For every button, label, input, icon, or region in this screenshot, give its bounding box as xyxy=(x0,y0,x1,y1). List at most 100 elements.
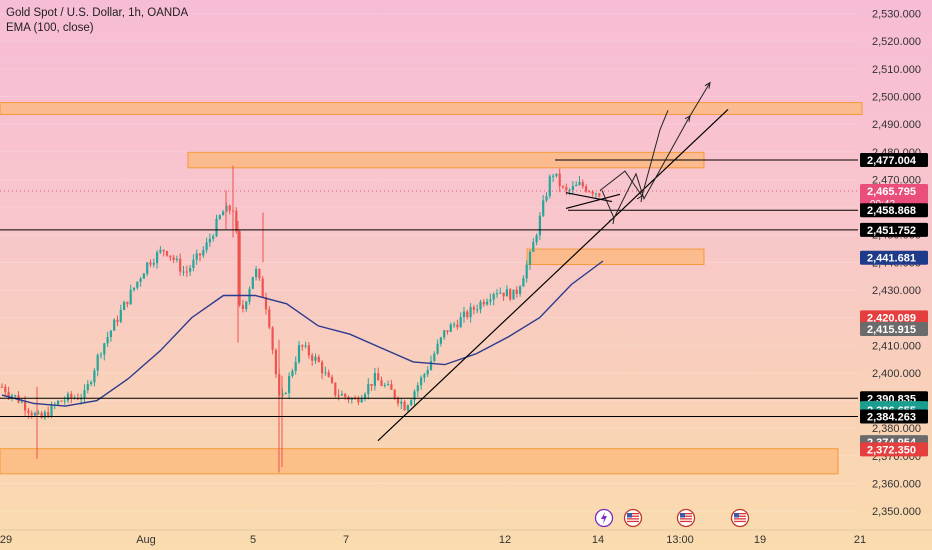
candle xyxy=(436,339,439,355)
price-label-tag xyxy=(860,310,928,325)
candle-body xyxy=(162,249,165,252)
candle xyxy=(235,207,238,234)
lightning-glyph xyxy=(601,512,607,524)
candle-body xyxy=(66,393,70,401)
indicator-label[interactable]: EMA (100, close) xyxy=(6,22,94,34)
candle xyxy=(116,315,119,326)
candle-body xyxy=(132,287,136,290)
symbol-title[interactable]: Gold Spot / U.S. Dollar, 1h, OANDA xyxy=(6,7,189,19)
price-tick-label: 2,510.000 xyxy=(872,64,921,76)
price-tick-label: 2,530.000 xyxy=(872,9,921,21)
candle-body xyxy=(528,251,532,265)
time-tick-label: Aug xyxy=(136,534,156,546)
candle-body xyxy=(149,262,152,265)
candle xyxy=(505,285,508,297)
candle xyxy=(410,398,413,406)
candle-body xyxy=(86,384,89,390)
flag-canton xyxy=(734,513,739,518)
candle-body xyxy=(598,193,601,197)
candle xyxy=(575,181,578,187)
candle-body xyxy=(324,372,327,374)
candle-body xyxy=(337,395,340,397)
candle-body xyxy=(486,301,489,305)
price-label-tag xyxy=(860,250,928,265)
candle xyxy=(472,304,475,315)
candle xyxy=(565,183,568,196)
candle xyxy=(413,389,416,406)
candle-body xyxy=(360,398,363,403)
flag-stripe xyxy=(627,520,639,523)
flag-stripe xyxy=(627,513,639,515)
candle xyxy=(185,265,188,278)
candle-body xyxy=(581,182,584,187)
candle-body xyxy=(558,173,561,187)
candle xyxy=(532,237,535,252)
candle xyxy=(136,281,139,290)
candle xyxy=(297,340,301,364)
candle-body xyxy=(561,186,565,188)
candle xyxy=(360,394,363,403)
candle xyxy=(271,326,274,355)
us-flag-event-icon xyxy=(676,508,696,528)
flag-stripe xyxy=(627,518,639,520)
candle xyxy=(449,322,452,333)
candle-body xyxy=(261,278,264,298)
candle xyxy=(423,372,426,383)
flag-stripe xyxy=(734,513,746,515)
flag-stripe xyxy=(734,520,746,523)
candle xyxy=(482,299,485,307)
candle-body xyxy=(215,218,218,237)
price-tick-label: 2,500.000 xyxy=(872,91,921,103)
candle xyxy=(367,378,370,400)
candle xyxy=(113,318,116,331)
price-tick-label: 2,410.000 xyxy=(872,340,921,352)
candle-body xyxy=(106,337,109,344)
candle xyxy=(327,369,330,378)
candle-body xyxy=(192,259,195,268)
candle-body xyxy=(380,380,383,386)
candle xyxy=(486,298,489,306)
candle-body xyxy=(4,386,7,393)
candle xyxy=(255,266,258,281)
candle-body xyxy=(139,278,142,282)
projection-arrowhead xyxy=(704,81,711,89)
candle xyxy=(502,292,505,301)
candle-body xyxy=(274,349,277,375)
candle xyxy=(406,404,409,413)
candle xyxy=(109,329,112,342)
candle xyxy=(261,276,264,298)
candle xyxy=(70,391,73,404)
candle xyxy=(476,304,479,314)
time-axis: 29 Aug 5 7 12 14 13:00 19 21 xyxy=(0,529,932,546)
candle xyxy=(30,410,33,419)
candle-body xyxy=(307,345,310,356)
candle-body xyxy=(443,330,446,338)
candle-body xyxy=(103,343,106,355)
candle-body xyxy=(119,309,122,322)
candle-body xyxy=(400,401,403,404)
candle-body xyxy=(50,404,53,417)
candle xyxy=(14,394,17,399)
candle-body xyxy=(152,263,155,265)
flag-stripe xyxy=(680,520,692,523)
resistance-zone-top xyxy=(0,102,863,115)
candle xyxy=(400,398,403,410)
candle-body xyxy=(37,412,40,414)
candle xyxy=(357,395,360,406)
candle-body xyxy=(146,262,149,274)
price-axis: 2,530.000 2,520.000 2,510.000 2,500.000 2,49… xyxy=(860,9,928,518)
candle xyxy=(588,190,591,193)
time-tick-label: 5 xyxy=(250,534,256,546)
candle-body xyxy=(43,412,46,418)
candle-body xyxy=(585,186,588,192)
candle-body xyxy=(30,412,33,416)
time-tick-label: 12 xyxy=(499,534,511,546)
candle xyxy=(0,383,4,388)
candle xyxy=(162,249,165,257)
candle xyxy=(334,382,337,398)
price-label-tag xyxy=(860,222,928,237)
candle-body xyxy=(363,394,367,399)
candle xyxy=(33,411,37,417)
candle xyxy=(189,264,192,276)
